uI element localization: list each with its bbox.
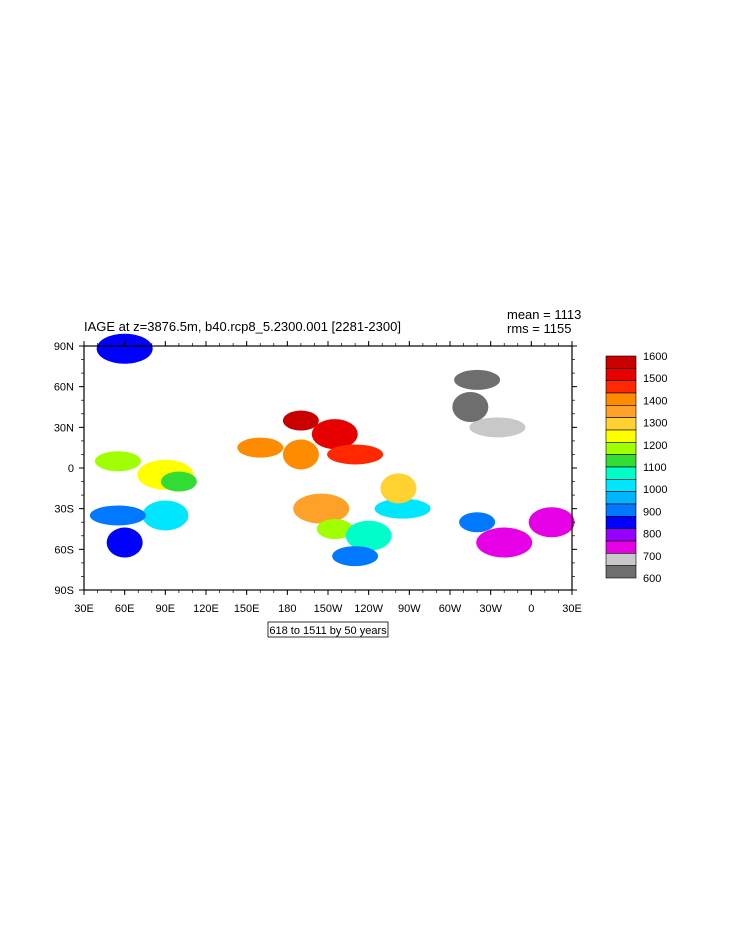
x-tick-label: 150E <box>234 603 260 615</box>
x-tick-label: 30E <box>562 603 582 615</box>
x-tick-label: 30W <box>479 603 502 615</box>
colorbar-swatch <box>605 516 637 529</box>
colorbar-label: 1500 <box>643 373 667 385</box>
field-cell <box>327 444 384 465</box>
field-cell <box>459 512 496 533</box>
colorbar-label: 1100 <box>643 462 667 474</box>
plot-title: IAGE at z=3876.5m, b40.rcp8_5.2300.001 [… <box>84 319 401 334</box>
colorbar-swatch <box>605 454 637 468</box>
field-cell <box>374 498 431 519</box>
field-cell <box>160 471 197 492</box>
colorbar-label: 1300 <box>643 418 667 430</box>
y-tick-label: 30N <box>54 422 74 434</box>
colorbar: 1600 1500 1400 1300 1200 1100 1000 900 800 700 600 <box>605 351 667 585</box>
colorbar-swatch <box>605 479 637 492</box>
colorbar-swatch <box>605 392 637 406</box>
x-tick-label: 60E <box>115 603 135 615</box>
colorbar-label: 700 <box>643 551 661 563</box>
colorbar-swatch <box>605 368 637 381</box>
field-cell <box>316 519 353 539</box>
y-tick-label: 90N <box>54 341 74 353</box>
y-tick-label: 60S <box>54 544 74 556</box>
colorbar-swatch <box>605 565 637 579</box>
field-cell <box>282 439 319 470</box>
x-tick-label: 0 <box>528 603 534 615</box>
colorbar-label: 1400 <box>643 395 667 407</box>
colorbar-swatch <box>605 491 637 505</box>
field-cell <box>106 527 143 558</box>
colorbar-swatch <box>605 466 637 480</box>
info-box-text: 618 to 1511 by 50 years <box>269 625 387 637</box>
y-tick-label: 0 <box>68 463 74 475</box>
colorbar-swatch <box>605 528 637 542</box>
x-tick-label: 30E <box>74 603 94 615</box>
x-axis: 30E 60E 90E 120E 150E 180 150W 120W 90W 60W 30W 0 30… <box>74 341 582 615</box>
y-tick-label: 30S <box>54 504 74 516</box>
x-tick-label: 120W <box>354 603 383 615</box>
stat-mean: mean = 1113 <box>507 307 581 322</box>
field-cell <box>96 333 153 364</box>
colorbar-swatch <box>605 503 637 517</box>
colorbar-swatch <box>605 355 637 369</box>
y-tick-label: 60N <box>54 382 74 394</box>
field-cell <box>476 527 533 558</box>
field-cell <box>282 410 319 431</box>
field-cell <box>332 546 379 567</box>
x-tick-label: 90E <box>156 603 176 615</box>
iage-field <box>89 333 575 567</box>
field-cell <box>454 369 501 390</box>
colorbar-label: 1600 <box>643 351 667 363</box>
colorbar-swatch <box>605 417 637 431</box>
field-cell <box>142 500 189 531</box>
field-cell <box>452 392 489 422</box>
stat-rms: rms = 1155 <box>507 321 571 336</box>
x-tick-label: 60W <box>439 603 462 615</box>
field-cell <box>89 505 146 526</box>
info-box <box>267 621 389 638</box>
x-tick-label: 150W <box>314 603 343 615</box>
colorbar-label: 1200 <box>643 440 667 452</box>
field-cell <box>237 437 284 458</box>
x-tick-label: 90W <box>398 603 421 615</box>
colorbar-swatch <box>605 442 637 455</box>
x-tick-label: 180 <box>278 603 296 615</box>
colorbar-label: 800 <box>643 529 661 541</box>
colorbar-swatch <box>605 380 637 394</box>
colorbar-label: 1000 <box>643 484 667 496</box>
y-axis: 90N 60N 30N 0 30S 60S 90S <box>54 341 577 597</box>
field-cell <box>380 473 417 504</box>
field-cell <box>311 419 358 450</box>
x-tick-label: 120E <box>193 603 219 615</box>
colorbar-swatch <box>605 540 637 554</box>
field-cell <box>94 451 141 472</box>
field-cell <box>528 507 575 538</box>
field-cell <box>469 417 526 438</box>
colorbar-label: 600 <box>643 573 661 585</box>
y-tick-label: 90S <box>54 585 74 597</box>
colorbar-swatch <box>605 553 637 566</box>
colorbar-swatch <box>605 405 637 418</box>
colorbar-swatch <box>605 429 637 443</box>
field-cell <box>293 493 350 524</box>
field-cell <box>345 520 392 551</box>
colorbar-label: 900 <box>643 506 661 518</box>
